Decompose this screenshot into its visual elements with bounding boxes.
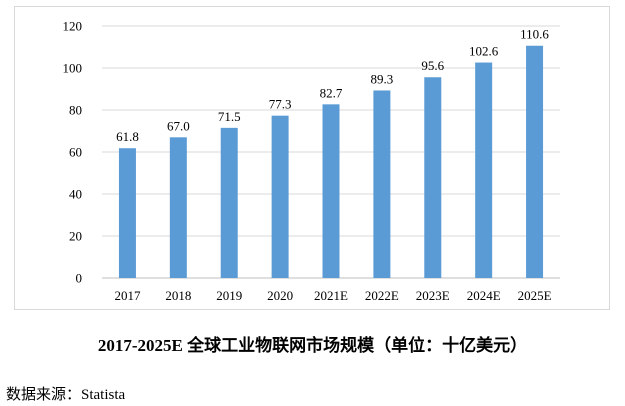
y-tick-label: 20 [69, 229, 82, 244]
bar-2023E [424, 77, 442, 279]
y-tick-label: 40 [69, 187, 82, 202]
x-axis-ticks: 2017 2018 2019 2020 2021E 2022E 2023E 2024E 2025… [114, 288, 551, 303]
bars [118, 45, 544, 279]
x-tick-label-2019: 2019 [216, 288, 242, 303]
data-label-2017: 61.8 [116, 129, 139, 144]
y-tick-label: 100 [63, 61, 83, 76]
bar-2019 [220, 127, 238, 278]
data-label-2023E: 95.6 [421, 58, 444, 73]
bar-2022E [373, 90, 391, 278]
x-tick-label-2018: 2018 [165, 288, 191, 303]
x-tick-label-2020: 2020 [267, 288, 293, 303]
x-tick-label-2021E: 2021E [314, 288, 348, 303]
source-note: 数据来源：Statista [6, 387, 126, 403]
data-label-2024E: 102.6 [469, 44, 499, 59]
x-tick-label-2022E: 2022E [365, 288, 399, 303]
bar-2025E [526, 45, 544, 278]
y-tick-label: 80 [69, 103, 82, 118]
bar-2017 [118, 148, 136, 278]
bar-2018 [169, 137, 187, 278]
chart-title: 2017-2025E 全球工业物联网市场规模（单位：十亿美元） [97, 336, 528, 355]
bar-2020 [271, 115, 289, 278]
x-tick-label-2024E: 2024E [467, 288, 501, 303]
y-tick-label: 120 [63, 19, 83, 34]
data-label-2018: 67.0 [167, 118, 190, 133]
x-tick-label-2025E: 2025E [518, 288, 552, 303]
y-tick-label: 60 [69, 145, 82, 160]
data-label-2021E: 82.7 [320, 85, 343, 100]
y-tick-label: 0 [76, 271, 83, 286]
x-tick-label-2023E: 2023E [416, 288, 450, 303]
bar-2021E [322, 104, 340, 278]
data-label-2025E: 110.6 [520, 27, 549, 42]
bar-chart: 0 20 40 60 80 100 120 61.8 67.0 71.5 77.3 82.7 89.3… [63, 19, 560, 303]
data-label-2019: 71.5 [218, 109, 241, 124]
data-label-2022E: 89.3 [371, 71, 394, 86]
data-label-2020: 77.3 [269, 97, 292, 112]
bar-2024E [475, 62, 493, 278]
chart-frame [14, 6, 610, 310]
y-axis-ticks: 0 20 40 60 80 100 120 [63, 19, 83, 286]
data-labels: 61.8 67.0 71.5 77.3 82.7 89.3 95.6 102.6 110.6 [116, 27, 549, 144]
x-tick-label-2017: 2017 [114, 288, 141, 303]
